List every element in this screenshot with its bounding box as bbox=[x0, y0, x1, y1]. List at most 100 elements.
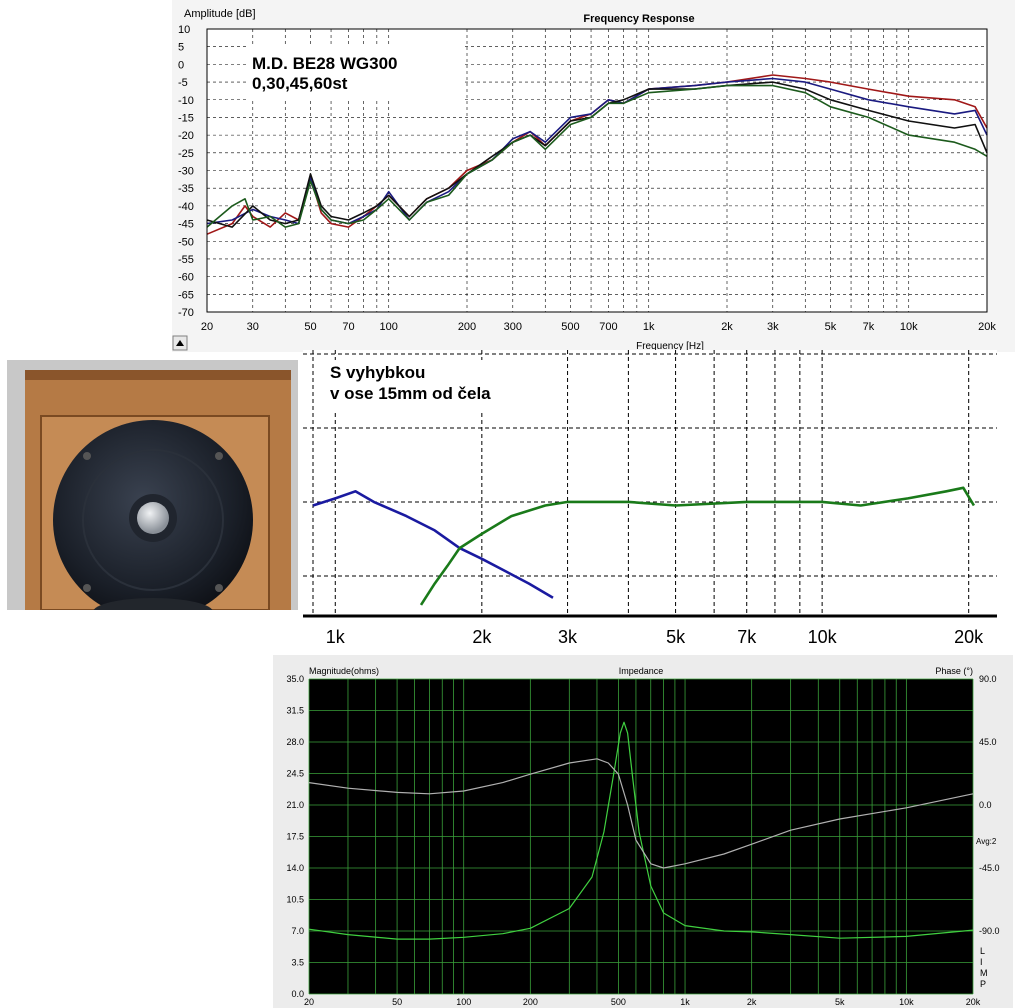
y-tick-label: 31.5 bbox=[286, 706, 304, 716]
x-tick-label: 10k bbox=[899, 997, 914, 1007]
x-tick-label: 200 bbox=[458, 321, 476, 333]
plot-frame bbox=[206, 28, 988, 313]
y-tick-labels: 35.0 31.5 28.0 24.5 21.0 17.5 14.0 10.5 7.0 3.5 0.… bbox=[286, 674, 304, 999]
y-tick-label: -15 bbox=[178, 112, 194, 124]
annotation-box: M.D. BE28 WG300 0,30,45,60st bbox=[248, 44, 464, 100]
y2-tick-label: 0.0 bbox=[979, 800, 992, 810]
scroll-arrow-button[interactable] bbox=[172, 335, 188, 351]
y-axis-label: Amplitude [dB] bbox=[184, 8, 256, 20]
x-tick-label: 7k bbox=[737, 627, 757, 647]
y-tick-label: 28.0 bbox=[286, 737, 304, 747]
series-group bbox=[206, 74, 988, 235]
x-tick-label: 5k bbox=[825, 321, 837, 333]
y-tick-label: -65 bbox=[178, 289, 194, 301]
x-tick-label: 10k bbox=[900, 321, 918, 333]
y-tick-labels: 10 5 0 -5 -10 -15 -20 -25 -30 -35 -40 -45 -50 -55 -60 -… bbox=[178, 24, 194, 319]
x-tick-label: 5k bbox=[835, 997, 845, 1007]
cabinet-top-edge bbox=[25, 370, 291, 380]
x-tick-label: 500 bbox=[561, 321, 579, 333]
x-tick-label: 20 bbox=[201, 321, 213, 333]
y2-tick-labels: 90.0 45.0 0.0 -45.0 -90.0 bbox=[979, 674, 1000, 936]
horn-ring bbox=[82, 449, 224, 591]
y-tick-label: 3.5 bbox=[291, 958, 304, 968]
y-tick-label: 5 bbox=[178, 42, 184, 54]
y-tick-label: 24.5 bbox=[286, 769, 304, 779]
series-line bbox=[206, 84, 988, 228]
x-tick-label: 3k bbox=[767, 321, 779, 333]
y-tick-label: 0.0 bbox=[291, 989, 304, 999]
y-tick-label: 14.0 bbox=[286, 863, 304, 873]
x-tick-label: 1k bbox=[643, 321, 655, 333]
woofer-edge bbox=[93, 598, 213, 610]
limp-letter: L bbox=[980, 946, 985, 956]
y-tick-label: -40 bbox=[178, 201, 194, 213]
series-line bbox=[312, 490, 554, 599]
y-tick-label: -5 bbox=[178, 77, 188, 89]
y-tick-label: -55 bbox=[178, 254, 194, 266]
y-tick-label: -20 bbox=[178, 130, 194, 142]
x-tick-labels: 20 30 50 70 100 200 300 500 700 1k 2k 3k 5k 7k 10k 20k bbox=[201, 321, 996, 333]
x-tick-label: 2k bbox=[472, 627, 492, 647]
x-tick-label: 1k bbox=[680, 997, 690, 1007]
x-tick-labels: 1k 2k 3k 5k 7k 10k 20k bbox=[326, 627, 984, 647]
grid bbox=[206, 28, 988, 313]
limp-letter: P bbox=[980, 979, 986, 989]
screw-icon bbox=[83, 584, 91, 592]
x-tick-label: 50 bbox=[392, 997, 402, 1007]
x-tick-label: 100 bbox=[456, 997, 471, 1007]
x-tick-labels: 20 50 100 200 500 1k 2k 5k 10k 20k bbox=[304, 997, 981, 1007]
y-tick-label: 10.5 bbox=[286, 895, 304, 905]
annotation-line: M.D. BE28 WG300 bbox=[252, 54, 398, 73]
y-tick-label: 7.0 bbox=[291, 926, 304, 936]
x-tick-label: 2k bbox=[747, 997, 757, 1007]
y-tick-label: -30 bbox=[178, 166, 194, 178]
impedance-chart: 35.0 31.5 28.0 24.5 21.0 17.5 14.0 10.5 7.0 3.5 0.… bbox=[273, 655, 1013, 1008]
x-tick-label: 70 bbox=[342, 321, 354, 333]
y-tick-label: 0 bbox=[178, 59, 184, 71]
y-tick-label: 35.0 bbox=[286, 674, 304, 684]
chart-title: Impedance bbox=[619, 666, 664, 676]
series-line bbox=[308, 721, 974, 940]
x-tick-label: 50 bbox=[304, 321, 316, 333]
annotation-line: 0,30,45,60st bbox=[252, 74, 348, 93]
series-line bbox=[419, 486, 976, 606]
limp-letter: M bbox=[980, 968, 988, 978]
y-tick-label: -70 bbox=[178, 307, 194, 319]
tweeter-dome bbox=[137, 502, 169, 534]
x-tick-label: 3k bbox=[558, 627, 578, 647]
x-tick-label: 20k bbox=[954, 627, 984, 647]
speaker-photo bbox=[7, 360, 298, 610]
x-tick-label: 20k bbox=[978, 321, 996, 333]
annotation-box: S vyhybkou v ose 15mm od čela bbox=[328, 360, 562, 412]
chart-title: Frequency Response bbox=[583, 13, 694, 25]
y-tick-label: 10 bbox=[178, 24, 190, 36]
x-tick-label: 500 bbox=[611, 997, 626, 1007]
annotation-line: S vyhybkou bbox=[330, 363, 426, 382]
screw-icon bbox=[215, 584, 223, 592]
x-tick-label: 300 bbox=[504, 321, 522, 333]
y-tick-label: 17.5 bbox=[286, 832, 304, 842]
y-tick-label: -50 bbox=[178, 236, 194, 248]
y2-axis-label: Phase (°) bbox=[935, 666, 973, 676]
annotation-line: v ose 15mm od čela bbox=[330, 384, 491, 403]
arrow-up-icon bbox=[176, 340, 184, 346]
screw-icon bbox=[215, 452, 223, 460]
series-group bbox=[312, 486, 976, 606]
x-tick-label: 1k bbox=[326, 627, 346, 647]
grid bbox=[308, 678, 974, 995]
y-tick-label: -25 bbox=[178, 148, 194, 160]
x-tick-label: 10k bbox=[808, 627, 838, 647]
y-tick-label: 21.0 bbox=[286, 800, 304, 810]
y-tick-label: -10 bbox=[178, 95, 194, 107]
x-tick-label: 700 bbox=[599, 321, 617, 333]
limp-letter: I bbox=[980, 957, 983, 967]
x-tick-label: 100 bbox=[380, 321, 398, 333]
x-tick-label: 200 bbox=[523, 997, 538, 1007]
series-group bbox=[308, 721, 974, 940]
series-line bbox=[308, 758, 974, 869]
y-tick-label: -60 bbox=[178, 272, 194, 284]
x-tick-label: 7k bbox=[863, 321, 875, 333]
y2-tick-label: 90.0 bbox=[979, 674, 997, 684]
y-axis-label: Magnitude(ohms) bbox=[309, 666, 379, 676]
